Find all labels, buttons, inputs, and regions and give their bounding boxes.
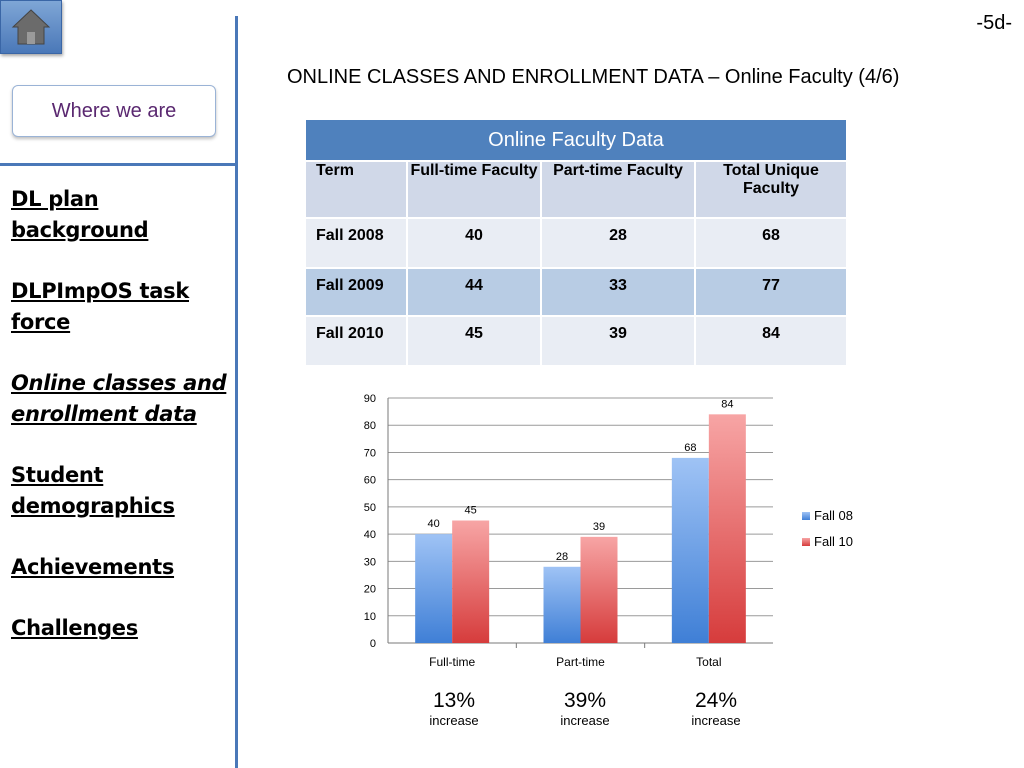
y-tick-label: 20 [364, 584, 376, 596]
data-label: 84 [721, 398, 733, 410]
increase-label: increase [691, 713, 741, 728]
table-row: Fall 2008 40 28 68 [304, 217, 848, 269]
data-label: 40 [428, 518, 440, 530]
x-tick-label: Total [696, 655, 721, 669]
nav-item-challenges[interactable]: Challenges [11, 616, 138, 640]
table-cell: 33 [540, 267, 696, 317]
column-header-term: Term [304, 160, 408, 219]
data-label: 45 [465, 505, 477, 517]
column-header-part-time: Part-time Faculty [540, 160, 696, 219]
data-label: 28 [556, 551, 568, 563]
bar-fall08 [415, 534, 453, 643]
legend-label: Fall 08 [814, 508, 854, 523]
increase-percent: 39% [563, 689, 607, 712]
y-tick-label: 60 [364, 475, 376, 487]
column-header-full-time: Full-time Faculty [406, 160, 542, 219]
nav-item-student-demographics[interactable]: Student demographics [11, 463, 175, 518]
table-cell: 40 [406, 217, 542, 269]
x-tick-label: Part-time [556, 655, 605, 669]
home-button[interactable] [0, 0, 62, 54]
y-tick-label: 40 [364, 529, 376, 541]
nav-item-dlpimpos-task-force[interactable]: DLPImpOS task force [11, 279, 189, 334]
y-tick-label: 10 [364, 611, 376, 623]
legend-swatch-fall08 [802, 511, 810, 520]
increase-label: increase [560, 713, 610, 728]
column-header-total: Total Unique Faculty [694, 160, 848, 219]
faculty-table: Online Faculty Data Term Full-time Facul… [304, 118, 848, 367]
bar-fall08 [671, 457, 709, 643]
bar-fall10 [580, 536, 618, 643]
bar-fall08 [543, 566, 581, 643]
y-tick-label: 0 [370, 638, 376, 650]
table-cell: Fall 2009 [304, 267, 408, 317]
legend-swatch-fall10 [802, 537, 810, 546]
x-tick-label: Full-time [429, 655, 475, 669]
sidebar-vertical-rule [235, 16, 238, 768]
data-label: 39 [593, 521, 605, 533]
table-cell: 45 [406, 315, 542, 367]
table-cell: 84 [694, 315, 848, 367]
table-cell: 44 [406, 267, 542, 317]
table-cell: Fall 2008 [304, 217, 408, 269]
y-tick-label: 50 [364, 502, 376, 514]
increase-percent: 24% [694, 689, 738, 712]
slide-title: ONLINE CLASSES AND ENROLLMENT DATA – Onl… [287, 66, 900, 88]
sidebar-nav: DL plan background DLPImpOS task force O… [11, 184, 231, 674]
y-tick-label: 90 [364, 393, 376, 405]
nav-item-achievements[interactable]: Achievements [11, 555, 175, 579]
home-icon [11, 9, 51, 45]
table-row: Fall 2010 45 39 84 [304, 315, 848, 367]
nav-item-online-classes[interactable]: Online classes and enrollment data [11, 371, 227, 426]
bar-fall10 [708, 414, 746, 643]
table-cell: 77 [694, 267, 848, 317]
legend-item-fall10: Fall 10 [802, 534, 853, 549]
table-cell: 28 [540, 217, 696, 269]
nav-item-dl-plan-background[interactable]: DL plan background [11, 187, 149, 242]
legend-item-fall08: Fall 08 [802, 508, 853, 523]
legend-label: Fall 10 [814, 534, 854, 549]
page-number: -5d- [976, 12, 1012, 34]
where-we-are-box: Where we are [12, 85, 216, 137]
y-tick-label: 70 [364, 447, 376, 459]
table-cell: Fall 2010 [304, 315, 408, 367]
increase-full-time: 13% increase [394, 689, 514, 728]
table-cell: 39 [540, 315, 696, 367]
y-tick-label: 30 [364, 556, 376, 568]
chart-legend: Fall 08 Fall 10 [802, 508, 853, 560]
increase-part-time: 39% increase [525, 689, 645, 728]
table-cell: 68 [694, 217, 848, 269]
table-title: Online Faculty Data [304, 118, 848, 162]
increase-total: 24% increase [656, 689, 776, 728]
y-tick-label: 80 [364, 420, 376, 432]
increase-label: increase [429, 713, 479, 728]
increase-percent: 13% [432, 689, 476, 712]
bar-fall10 [452, 520, 490, 643]
table-row: Fall 2009 44 33 77 [304, 267, 848, 317]
data-label: 68 [684, 442, 696, 454]
faculty-bar-chart: 0 10 20 30 40 50 60 70 80 90 Full-time 40 45 Part-tim… [364, 393, 773, 669]
sidebar-divider [0, 163, 238, 166]
